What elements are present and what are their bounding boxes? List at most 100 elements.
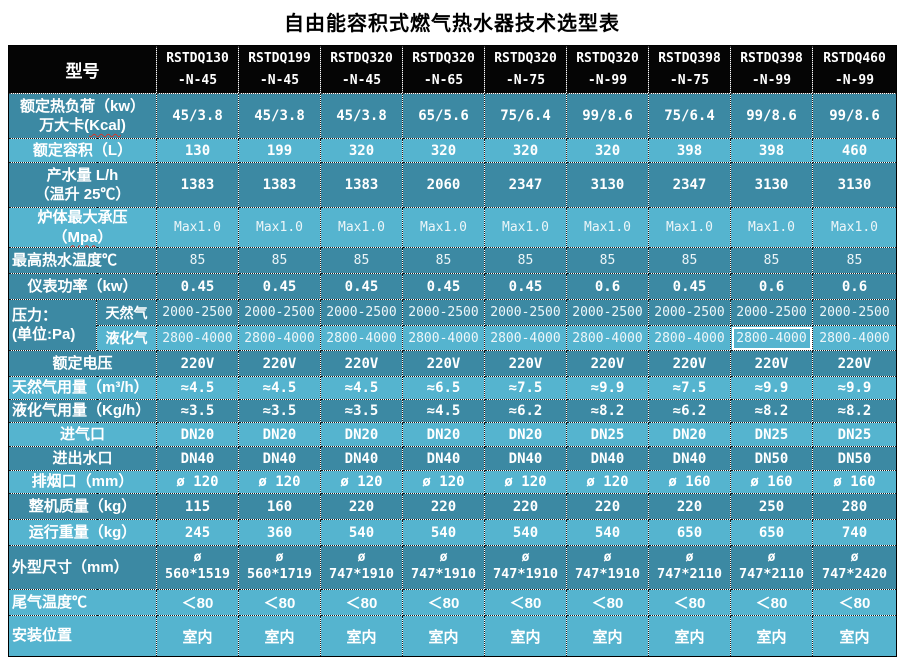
spec-cell[interactable]: 0.45 [320,273,403,300]
spec-cell[interactable]: Max1.0 [812,207,897,248]
spec-cell[interactable]: ＜80 [730,589,813,616]
spec-cell[interactable]: 220 [566,493,649,520]
spec-cell[interactable]: 115 [156,493,239,520]
spec-cell[interactable]: 2000-2500 [566,299,649,326]
row-label-unit-weight[interactable]: 整机质量（kg） [8,493,157,520]
spec-cell[interactable]: 0.45 [156,273,239,300]
row-label-rated-heat-load[interactable]: 额定热负荷（kw） 万大卡(Kcal) [8,93,157,139]
spec-cell[interactable]: DN20 [484,422,567,447]
spec-cell[interactable]: ≈7.5 [648,376,731,400]
spec-cell[interactable]: 320 [402,138,485,163]
spec-cell[interactable]: 75/6.4 [648,93,731,139]
spec-cell[interactable]: DN25 [566,422,649,447]
spec-cell[interactable]: 45/3.8 [156,93,239,139]
spec-cell[interactable]: 220 [402,493,485,520]
spec-cell[interactable]: 3130 [566,162,649,208]
sub-row-label-lpg-pressure[interactable]: 液化气 [96,325,157,351]
spec-cell[interactable]: 室内 [730,615,813,657]
spec-cell[interactable]: ＜80 [648,589,731,616]
spec-cell[interactable]: DN20 [648,422,731,447]
row-label-rated-volume[interactable]: 额定容积（L） [8,138,157,163]
spec-cell[interactable]: DN20 [238,422,321,447]
spec-cell[interactable]: ≈3.5 [320,399,403,423]
row-label-operating-weight[interactable]: 运行重量（kg） [8,519,157,546]
spec-cell[interactable]: 0.45 [484,273,567,300]
spec-cell[interactable]: 2800-4000 [484,325,567,351]
spec-cell[interactable]: 220V [812,350,897,377]
spec-cell[interactable]: ≈4.5 [320,376,403,400]
spec-cell[interactable]: 220V [484,350,567,377]
spec-cell[interactable]: Max1.0 [320,207,403,248]
spec-cell[interactable]: 220V [730,350,813,377]
spec-cell[interactable]: 320 [484,138,567,163]
spec-cell[interactable]: 0.45 [238,273,321,300]
spec-cell[interactable]: 2000-2500 [812,299,897,326]
spec-cell[interactable]: 245 [156,519,239,546]
spec-cell[interactable]: 99/8.6 [730,93,813,139]
spec-cell[interactable]: 2800-4000 [320,325,403,351]
row-label-max-pressure[interactable]: 炉体最大承压 （Mpa） [8,207,157,248]
spec-cell[interactable]: 2000-2500 [156,299,239,326]
column-header-RSTDQ320-N-99[interactable]: RSTDQ320 -N-99 [566,45,649,94]
spec-cell[interactable]: ≈9.9 [730,376,813,400]
row-label-water-output[interactable]: 产水量 L/h （温升 25℃） [8,162,157,208]
spec-cell[interactable]: 1383 [238,162,321,208]
spec-cell[interactable]: 85 [402,247,485,274]
spec-cell[interactable]: 85 [484,247,567,274]
spec-cell[interactable]: DN40 [156,446,239,471]
column-header-RSTDQ320-N-65[interactable]: RSTDQ320 -N-65 [402,45,485,94]
spec-cell[interactable]: 85 [238,247,321,274]
spec-cell[interactable]: 280 [812,493,897,520]
spec-cell[interactable]: 0.6 [730,273,813,300]
column-header-RSTDQ199-N-45[interactable]: RSTDQ199 -N-45 [238,45,321,94]
spec-cell[interactable]: 2800-4000 [238,325,321,351]
row-label-lpg-consumption[interactable]: 液化气用量（Kg/h） [8,399,157,423]
spec-cell[interactable]: 740 [812,519,897,546]
spec-cell[interactable]: ø 560*1719 [238,545,321,590]
spec-cell[interactable]: ≈3.5 [156,399,239,423]
spec-cell[interactable]: 0.6 [812,273,897,300]
spec-cell[interactable]: 2000-2500 [730,299,813,326]
spec-cell[interactable]: 199 [238,138,321,163]
spec-cell[interactable]: DN20 [402,422,485,447]
spec-cell[interactable]: DN40 [320,446,403,471]
spec-cell[interactable]: ≈3.5 [238,399,321,423]
spec-cell[interactable]: Max1.0 [402,207,485,248]
spec-cell[interactable]: 65/5.6 [402,93,485,139]
spec-cell[interactable]: ø 120 [320,470,403,494]
spec-cell[interactable]: ø 747*2110 [648,545,731,590]
spec-cell[interactable]: ≈9.9 [566,376,649,400]
row-label-install-location[interactable]: 安装位置 [8,615,157,657]
spec-cell[interactable]: 2000-2500 [648,299,731,326]
spec-cell[interactable]: 360 [238,519,321,546]
spec-cell[interactable]: DN20 [156,422,239,447]
spec-cell[interactable]: 320 [566,138,649,163]
spec-cell[interactable]: 2800-4000 [402,325,485,351]
spec-cell[interactable]: ø 120 [402,470,485,494]
spec-cell[interactable]: DN40 [238,446,321,471]
spec-cell[interactable]: 室内 [238,615,321,657]
row-label-max-water-temp[interactable]: 最高热水温度℃ [8,247,157,274]
column-header-RSTDQ460-N-99[interactable]: RSTDQ460 -N-99 [812,45,897,94]
spec-cell[interactable]: ＜80 [238,589,321,616]
row-label-meter-power[interactable]: 仪表功率（kw） [8,273,157,300]
spec-cell[interactable]: 室内 [812,615,897,657]
spec-cell[interactable]: ＜80 [156,589,239,616]
row-label-dimensions[interactable]: 外型尺寸（mm） [8,545,157,590]
spec-cell[interactable]: 室内 [484,615,567,657]
row-label-rated-voltage[interactable]: 额定电压 [8,350,157,377]
spec-cell[interactable]: DN50 [730,446,813,471]
spec-cell[interactable]: 540 [566,519,649,546]
spec-cell[interactable]: 3130 [812,162,897,208]
spec-cell[interactable]: 45/3.8 [238,93,321,139]
spec-cell[interactable]: ø 120 [238,470,321,494]
spec-cell[interactable]: 220 [484,493,567,520]
spec-cell[interactable]: DN40 [484,446,567,471]
spec-cell[interactable]: 85 [812,247,897,274]
spec-cell[interactable]: 2347 [648,162,731,208]
row-label-water-ports[interactable]: 进出水口 [8,446,157,471]
spec-cell[interactable]: 540 [402,519,485,546]
spec-cell[interactable]: 320 [320,138,403,163]
sub-row-label-natural-gas-pressure[interactable]: 天然气 [96,299,157,326]
spec-cell[interactable]: 75/6.4 [484,93,567,139]
